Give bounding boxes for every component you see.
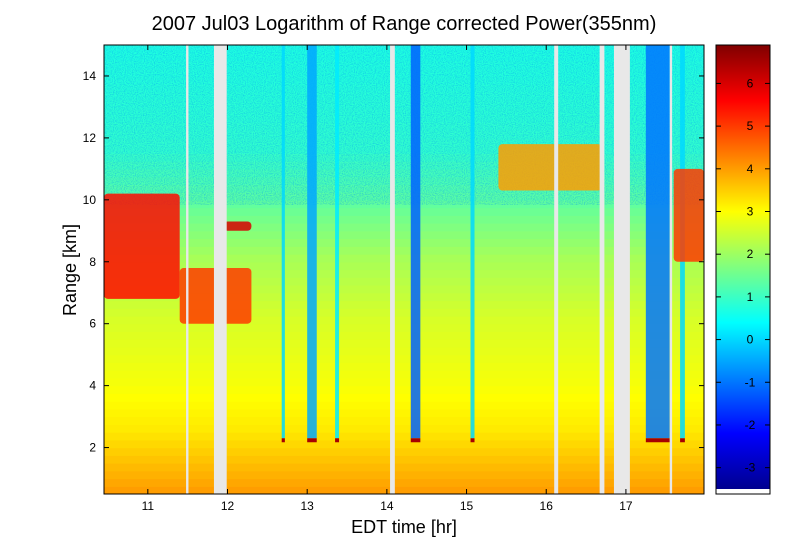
x-tick-label: 14 xyxy=(380,499,394,513)
field-band xyxy=(104,478,704,487)
data-gap xyxy=(390,45,395,494)
field-band xyxy=(104,401,704,410)
field-band xyxy=(104,432,704,441)
low-signal-column xyxy=(645,45,670,439)
field-band xyxy=(104,424,704,433)
y-tick-label: 14 xyxy=(83,69,97,83)
cloud-base-mark xyxy=(470,438,475,443)
colorbar-tick-label: 1 xyxy=(747,290,754,304)
field-band xyxy=(104,246,704,255)
cloud-base-mark xyxy=(281,438,285,443)
field-band xyxy=(104,354,704,363)
cloud-base-mark xyxy=(680,438,685,443)
colorbar-ticks: -3 -2 -1 0 1 2 3 4 5 6 xyxy=(716,76,770,475)
field-band xyxy=(104,292,704,302)
colorbar-tick-label: 6 xyxy=(747,76,754,90)
field-band xyxy=(104,230,704,240)
colorbar: -3 -2 -1 0 1 2 3 4 5 6 xyxy=(715,44,771,495)
field-band xyxy=(104,463,704,472)
field-band xyxy=(104,370,704,379)
x-tick-label: 12 xyxy=(221,499,235,513)
field-band xyxy=(104,377,704,387)
x-tick-label: 13 xyxy=(301,499,315,513)
y-tick-label: 4 xyxy=(89,379,96,393)
cloud-base-mark xyxy=(335,438,340,443)
field-band xyxy=(104,470,704,480)
data-gap xyxy=(554,45,559,494)
data-gap xyxy=(599,45,605,494)
colorbar-tick-label: 5 xyxy=(747,119,754,133)
data-gap xyxy=(613,45,630,494)
low-signal-column xyxy=(410,45,421,439)
field-band xyxy=(104,238,704,247)
field-band xyxy=(104,439,704,449)
cloud-base-mark xyxy=(645,438,670,443)
chart-title: 2007 Jul03 Logarithm of Range corrected … xyxy=(152,13,657,35)
low-signal-column xyxy=(335,45,340,439)
colorbar-tick-label: -2 xyxy=(745,418,756,432)
field-band xyxy=(104,300,704,309)
field-band xyxy=(104,346,704,356)
field-band xyxy=(104,339,704,348)
low-signal-column xyxy=(281,45,285,439)
field-band xyxy=(104,323,704,333)
colorbar-tick-label: -1 xyxy=(745,375,756,389)
x-tick-label: 16 xyxy=(540,499,554,513)
data-gap xyxy=(669,45,673,494)
field-band xyxy=(104,455,704,464)
field-band xyxy=(104,277,704,286)
data-gap xyxy=(186,45,189,494)
field-band xyxy=(104,315,704,325)
colorbar-frame xyxy=(715,44,771,495)
colorbar-tick-label: 4 xyxy=(747,162,754,176)
x-axis-label: EDT time [hr] xyxy=(351,517,457,537)
x-tick-label: 17 xyxy=(619,499,633,513)
field-band xyxy=(104,393,704,402)
field-band xyxy=(104,408,704,418)
field-band xyxy=(104,261,704,271)
cloud-layer xyxy=(104,144,704,324)
cloud-layer-patch xyxy=(223,221,252,231)
plot-area xyxy=(104,45,704,494)
y-axis-label: Range [km] xyxy=(60,224,80,316)
colorbar-tick-label: -3 xyxy=(745,461,756,475)
field-band xyxy=(104,385,704,394)
field-band xyxy=(104,331,704,340)
data-gap xyxy=(213,45,227,494)
x-axis-ticks: 11 12 13 14 15 16 17 xyxy=(142,45,633,513)
colorbar-tick-label: 3 xyxy=(747,205,754,219)
field-band xyxy=(104,223,704,232)
field-band xyxy=(104,284,704,294)
y-tick-label: 12 xyxy=(83,131,97,145)
field-band xyxy=(104,416,704,425)
colorbar-gradient xyxy=(716,45,770,489)
y-tick-label: 10 xyxy=(83,193,97,207)
field-band xyxy=(104,215,704,224)
cloud-layer-patch xyxy=(498,144,603,191)
cloud-base-mark xyxy=(410,438,421,443)
field-band xyxy=(104,269,704,278)
colorbar-tick-label: 0 xyxy=(747,333,754,347)
field-band xyxy=(104,254,704,263)
y-tick-label: 2 xyxy=(89,441,96,455)
cloud-layer-patch xyxy=(104,193,180,299)
field-band xyxy=(104,362,704,371)
field-band xyxy=(104,486,704,494)
plot-frame xyxy=(103,44,705,495)
x-tick-label: 11 xyxy=(142,499,155,513)
low-signal-column xyxy=(307,45,317,439)
x-tick-label: 15 xyxy=(460,499,474,513)
cloud-base-mark xyxy=(307,438,317,443)
y-tick-label: 6 xyxy=(89,317,96,331)
low-signal-column xyxy=(470,45,475,439)
field-band xyxy=(104,308,704,317)
field-band xyxy=(104,207,704,216)
gap-layer xyxy=(186,45,673,494)
y-tick-label: 8 xyxy=(89,255,96,269)
cloud-layer-patch xyxy=(673,168,704,262)
y-axis-ticks: 2 4 6 8 10 12 14 xyxy=(83,69,704,455)
field-band xyxy=(104,447,704,456)
colorbar-tick-label: 2 xyxy=(747,247,754,261)
